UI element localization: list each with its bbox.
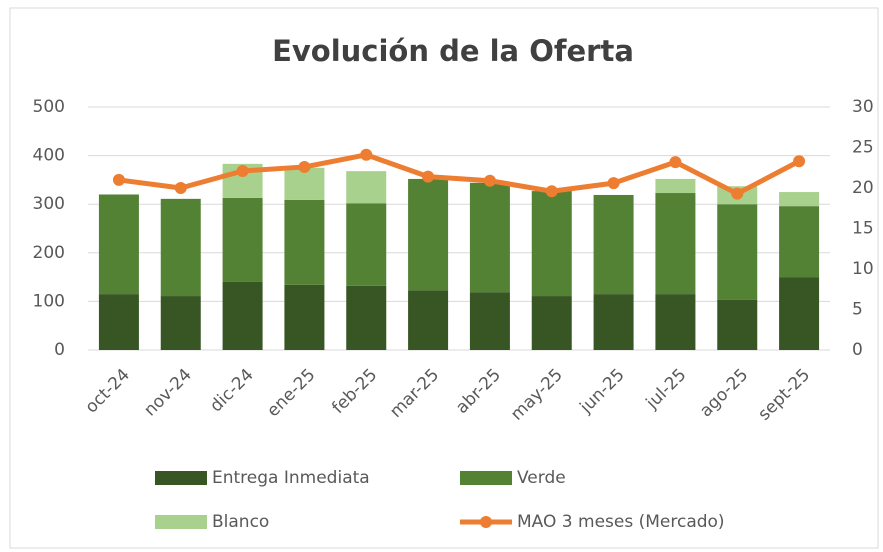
legend-swatch xyxy=(460,471,512,485)
legend-swatch xyxy=(155,515,207,529)
y-tick-label: 500 xyxy=(33,97,65,117)
y-tick-label: 400 xyxy=(33,146,65,166)
bar xyxy=(593,194,634,295)
bar xyxy=(408,290,449,350)
bar xyxy=(779,277,820,350)
line-marker xyxy=(545,185,558,198)
bar xyxy=(98,294,139,350)
line-marker xyxy=(669,156,682,169)
line-marker xyxy=(112,173,125,186)
y-tick-label: 200 xyxy=(33,243,65,263)
legend-swatch xyxy=(155,471,207,485)
bar xyxy=(98,194,139,295)
legend-label: Entrega Inmediata xyxy=(212,468,370,488)
bar xyxy=(346,285,387,350)
bar xyxy=(284,199,325,285)
legend-label: Blanco xyxy=(212,512,269,532)
line-marker xyxy=(607,177,620,190)
y-tick-label: 0 xyxy=(54,340,65,360)
bar xyxy=(655,178,696,194)
line-marker xyxy=(793,155,806,168)
line-marker xyxy=(174,182,187,194)
bar xyxy=(284,167,325,200)
bar xyxy=(655,294,696,350)
line-marker xyxy=(422,170,435,183)
bar xyxy=(531,191,572,297)
bar xyxy=(469,182,510,293)
y2-tick-label: 15 xyxy=(852,219,874,239)
bar xyxy=(531,296,572,350)
bar xyxy=(593,294,634,350)
y-tick-label: 300 xyxy=(33,194,65,214)
bar xyxy=(346,203,387,286)
bar xyxy=(284,284,325,350)
legend-label: MAO 3 meses (Mercado) xyxy=(517,512,725,532)
line-marker xyxy=(236,164,249,177)
bar xyxy=(717,204,758,300)
bar xyxy=(655,193,696,295)
bar xyxy=(779,192,820,207)
bar xyxy=(717,299,758,350)
line-marker xyxy=(360,148,373,161)
bar xyxy=(779,206,820,278)
bar xyxy=(469,292,510,350)
line xyxy=(118,152,801,197)
y2-tick-label: 0 xyxy=(852,340,863,360)
y2-tick-label: 30 xyxy=(852,97,874,117)
bar xyxy=(222,197,263,282)
y2-tick-label: 25 xyxy=(852,138,874,158)
line-marker xyxy=(298,160,311,173)
y2-tick-label: 10 xyxy=(852,259,874,279)
line-marker xyxy=(731,187,744,200)
legend-swatch xyxy=(480,516,492,528)
y2-tick-label: 20 xyxy=(852,178,874,198)
legend-label: Verde xyxy=(517,468,566,488)
bar xyxy=(160,198,201,297)
bar xyxy=(408,178,449,291)
y-tick-label: 100 xyxy=(33,291,65,311)
bar xyxy=(222,281,263,350)
chart-title: Evolución de la Oferta xyxy=(272,34,634,68)
bar xyxy=(160,296,201,350)
bar xyxy=(346,171,387,204)
line-marker xyxy=(483,174,496,187)
y2-tick-label: 5 xyxy=(852,300,863,320)
